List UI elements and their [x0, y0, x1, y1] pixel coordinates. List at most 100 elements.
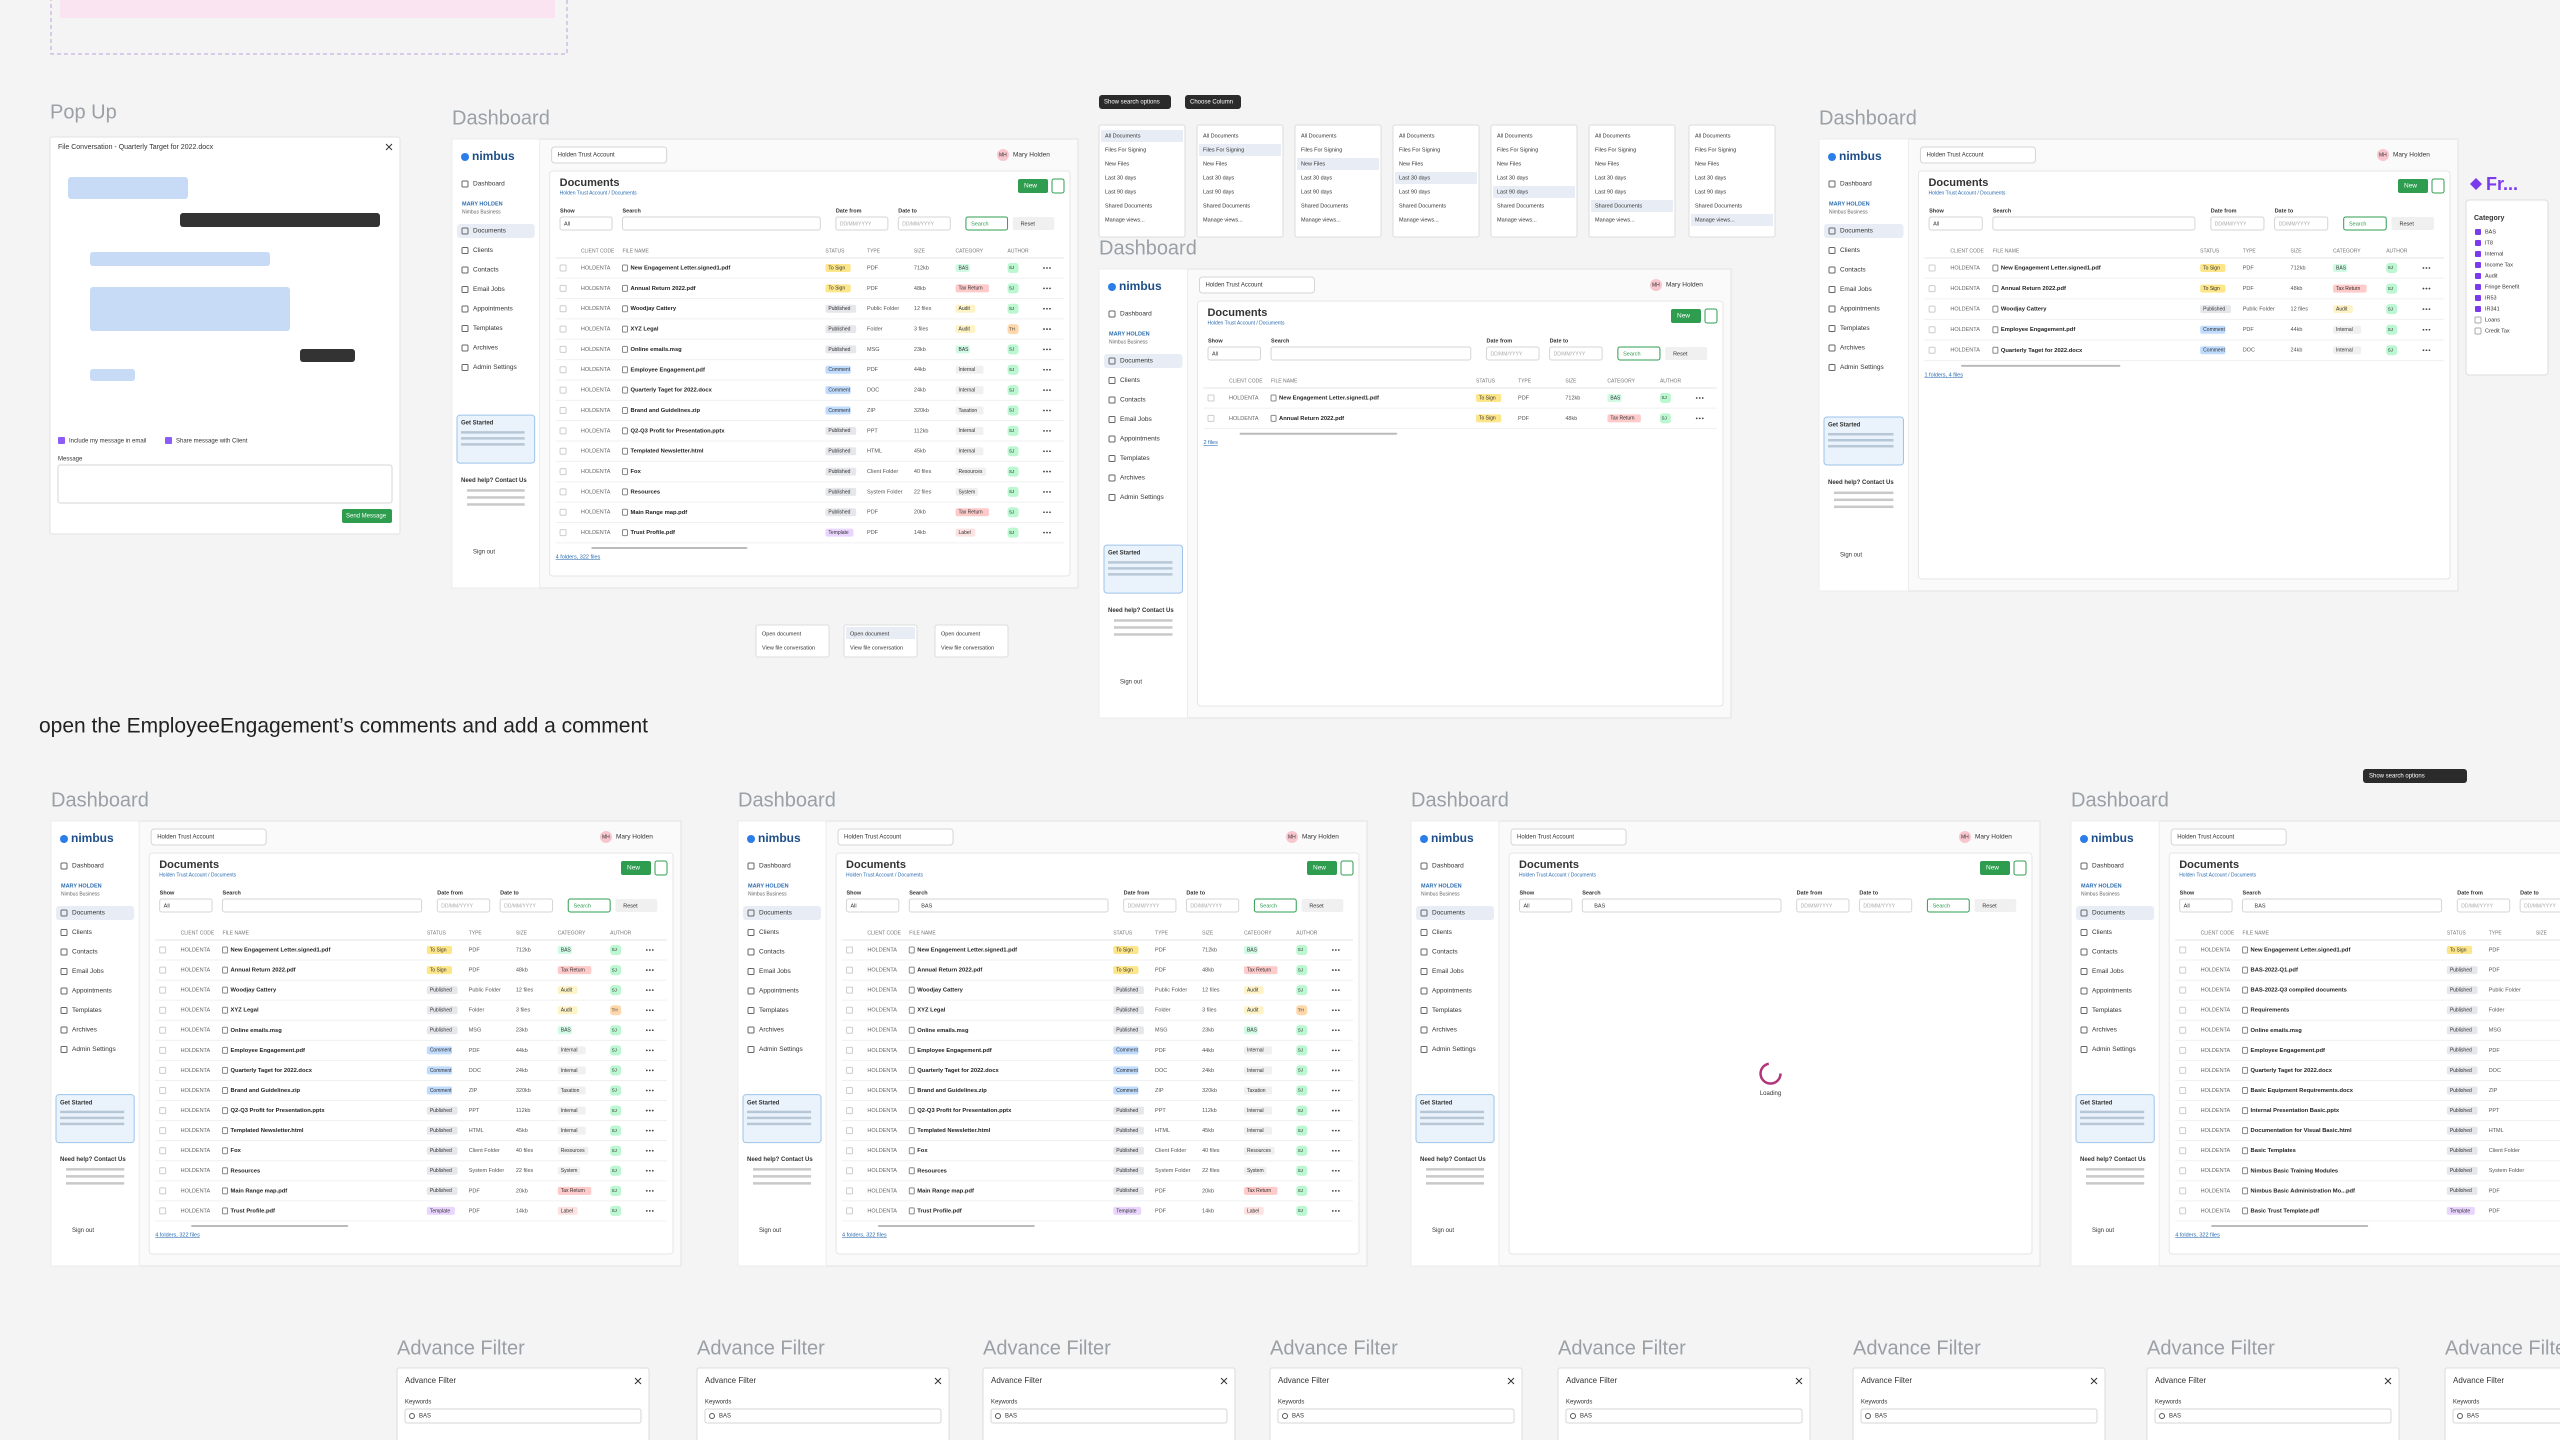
row-checkbox[interactable] — [846, 1167, 854, 1175]
row-checkbox[interactable] — [559, 305, 567, 313]
filter-input[interactable] — [1123, 898, 1177, 913]
menu-item[interactable]: New Files — [1203, 161, 1227, 167]
file-name[interactable]: Employee Engagement.pdf — [917, 1048, 991, 1054]
menu-item[interactable]: Shared Documents — [1497, 203, 1544, 209]
file-name[interactable]: Fox — [231, 1148, 242, 1154]
keyword-input[interactable] — [2452, 1408, 2560, 1424]
nav-item[interactable]: Admin Settings — [1120, 494, 1164, 501]
nav-item[interactable]: Admin Settings — [2092, 1046, 2136, 1053]
file-name[interactable]: Quarterly Taget for 2022.docx — [231, 1068, 313, 1074]
row-checkbox[interactable] — [159, 1147, 167, 1155]
sign-out[interactable]: Sign out — [2092, 1228, 2114, 1234]
menu-item[interactable]: Manage views... — [1695, 217, 1735, 223]
row-checkbox[interactable] — [846, 986, 854, 994]
sign-out[interactable]: Sign out — [1840, 552, 1862, 558]
nav-item[interactable]: Contacts — [1432, 949, 1458, 956]
file-name[interactable]: XYZ Legal — [630, 327, 658, 333]
search-button[interactable] — [1617, 346, 1661, 361]
row-checkbox[interactable] — [1207, 394, 1215, 402]
category-checkbox[interactable] — [2475, 251, 2481, 257]
keyword-input[interactable] — [990, 1408, 1228, 1424]
keyword-input[interactable] — [704, 1408, 942, 1424]
checkbox[interactable] — [58, 437, 65, 444]
file-name[interactable]: Nimbus Basic Training Modules — [2251, 1168, 2339, 1174]
nav-item[interactable]: Documents — [2092, 910, 2126, 917]
row-checkbox[interactable] — [159, 946, 167, 954]
row-checkbox[interactable] — [2179, 1006, 2187, 1014]
file-name[interactable]: Q2-Q3 Profit for Presentation.pptx — [231, 1108, 326, 1114]
nav-item[interactable]: Appointments — [1120, 436, 1160, 443]
keyword-input[interactable] — [404, 1408, 642, 1424]
nav-item[interactable]: Appointments — [1840, 306, 1880, 313]
file-name[interactable]: New Engagement Letter.signed1.pdf — [917, 948, 1017, 954]
filter-input[interactable] — [2179, 898, 2233, 913]
nav-item[interactable]: Dashboard — [1432, 863, 1464, 870]
nav-item[interactable]: Templates — [759, 1007, 789, 1014]
new-button[interactable] — [1671, 309, 1701, 323]
filter-input[interactable] — [1270, 346, 1472, 361]
nav-item[interactable]: Email Jobs — [2092, 968, 2125, 975]
account-select[interactable] — [1198, 276, 1315, 294]
account-select[interactable] — [1919, 146, 2036, 164]
file-name[interactable]: Main Range map.pdf — [630, 510, 687, 516]
filter-input[interactable] — [222, 898, 423, 913]
nav-item[interactable]: Documents — [72, 910, 106, 917]
file-name[interactable]: BAS-2022-Q3 compiled documents — [2251, 988, 2347, 994]
sign-out[interactable]: Sign out — [1120, 680, 1142, 686]
filter-input[interactable] — [2242, 898, 2443, 913]
menu-item[interactable]: Shared Documents — [1595, 203, 1642, 209]
row-checkbox[interactable] — [846, 1006, 854, 1014]
new-button[interactable] — [1018, 179, 1048, 193]
nav-item[interactable]: Appointments — [1432, 988, 1472, 995]
file-name[interactable]: Woodjay Cattery — [231, 988, 277, 994]
row-checkbox[interactable] — [846, 1127, 854, 1135]
row-checkbox[interactable] — [846, 1066, 854, 1074]
file-name[interactable]: Brand and Guidelines.zip — [231, 1088, 301, 1094]
file-name[interactable]: Nimbus Basic Administration Mo...pdf — [2251, 1188, 2356, 1194]
menu-item[interactable]: Shared Documents — [1105, 203, 1152, 209]
menu-item[interactable]: Last 30 days — [1595, 175, 1626, 181]
nav-item[interactable]: Email Jobs — [473, 286, 506, 293]
search-button[interactable] — [1926, 898, 1970, 913]
reset-button[interactable] — [1974, 899, 2017, 912]
menu-item[interactable]: Last 90 days — [1497, 189, 1528, 195]
file-name[interactable]: Documentation for Visual Basic.html — [2251, 1128, 2352, 1134]
menu-item[interactable]: Files For Signing — [1301, 147, 1342, 153]
menu-item[interactable]: Files For Signing — [1105, 147, 1146, 153]
menu-item[interactable]: Last 90 days — [1399, 189, 1430, 195]
nav-item[interactable]: Dashboard — [2092, 863, 2124, 870]
checkbox[interactable] — [165, 437, 172, 444]
file-name[interactable]: Trust Profile.pdf — [231, 1208, 276, 1214]
row-checkbox[interactable] — [159, 1107, 167, 1115]
file-name[interactable]: XYZ Legal — [231, 1008, 259, 1014]
category-checkbox[interactable] — [2475, 295, 2481, 301]
context-item[interactable]: View file conversation — [850, 645, 903, 651]
row-checkbox[interactable] — [559, 529, 567, 537]
nav-item[interactable]: Archives — [473, 345, 499, 352]
nav-item[interactable]: Admin Settings — [473, 364, 517, 371]
file-name[interactable]: Trust Profile.pdf — [630, 530, 675, 536]
row-checkbox[interactable] — [559, 427, 567, 435]
menu-item[interactable]: Shared Documents — [1399, 203, 1446, 209]
file-name[interactable]: Templated Newsletter.html — [231, 1128, 304, 1134]
menu-item[interactable]: Shared Documents — [1301, 203, 1348, 209]
row-checkbox[interactable] — [559, 488, 567, 496]
file-name[interactable]: Quarterly Taget for 2022.docx — [2251, 1068, 2333, 1074]
nav-item[interactable]: Templates — [1840, 325, 1870, 332]
menu-item[interactable]: All Documents — [1301, 133, 1337, 139]
sign-out[interactable]: Sign out — [473, 550, 495, 556]
file-name[interactable]: Quarterly Taget for 2022.docx — [2001, 348, 2083, 354]
file-name[interactable]: Quarterly Taget for 2022.docx — [917, 1068, 999, 1074]
row-checkbox[interactable] — [846, 1147, 854, 1155]
file-name[interactable]: BAS-2022-Q1.pdf — [2251, 968, 2298, 974]
nav-item[interactable]: Admin Settings — [1432, 1046, 1476, 1053]
nav-item[interactable]: Admin Settings — [72, 1046, 116, 1053]
file-name[interactable]: XYZ Legal — [917, 1008, 945, 1014]
menu-item[interactable]: Manage views... — [1595, 217, 1635, 223]
keyword-input[interactable] — [1277, 1408, 1515, 1424]
nav-item[interactable]: Documents — [473, 228, 507, 235]
row-checkbox[interactable] — [846, 1187, 854, 1195]
menu-item[interactable]: Files For Signing — [1399, 147, 1440, 153]
category-checkbox[interactable] — [2475, 306, 2481, 312]
nav-item[interactable]: Archives — [1120, 475, 1146, 482]
